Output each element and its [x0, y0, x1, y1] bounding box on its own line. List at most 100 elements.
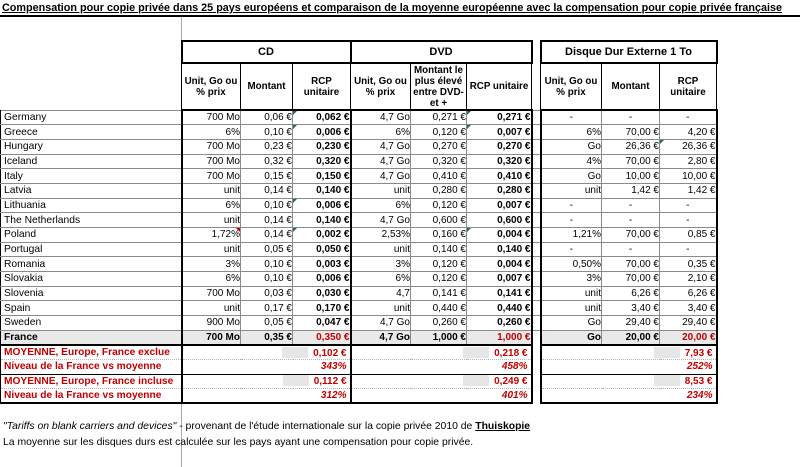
- cell-germany-cd-unit[interactable]: 700 Mo: [180, 109, 241, 126]
- cell-portugal-dvd-rcp[interactable]: 0,140 €: [466, 241, 533, 258]
- country-cell-spain[interactable]: Spain: [0, 300, 182, 317]
- cell-hungary-hdd-unit[interactable]: Go: [539, 138, 602, 155]
- summary-value-cd-2[interactable]: 343%: [180, 359, 352, 375]
- cell-slovakia-cd-amount[interactable]: 0,10 €: [240, 271, 293, 287]
- cell-romania-hdd-unit[interactable]: 0,50%: [539, 256, 602, 273]
- cell-iceland-dvd-unit[interactable]: 4,7 Go: [349, 153, 411, 170]
- cell-the-netherlands-dvd-amount[interactable]: 0,600 €: [410, 212, 467, 228]
- cell-latvia-dvd-unit[interactable]: unit: [349, 182, 411, 199]
- cell-poland-dvd-amount[interactable]: 0,160 €: [410, 227, 467, 243]
- cell-romania-cd-amount[interactable]: 0,10 €: [240, 256, 293, 273]
- cell-latvia-hdd-rcp[interactable]: 1,42 €: [659, 182, 718, 199]
- cell-iceland-cd-rcp[interactable]: 0,320 €: [292, 153, 352, 170]
- cell-italy-cd-amount[interactable]: 0,15 €: [240, 168, 293, 184]
- cell-slovenia-dvd-unit[interactable]: 4,7: [349, 285, 411, 302]
- country-cell-the-netherlands[interactable]: The Netherlands: [0, 212, 182, 228]
- cell-sweden-cd-amount[interactable]: 0,05 €: [240, 315, 293, 331]
- cell-greece-dvd-rcp[interactable]: 0,007 €: [466, 124, 533, 140]
- summary-value-hdd-1[interactable]: 7,93 €: [539, 345, 718, 361]
- cell-hungary-dvd-amount[interactable]: 0,270 €: [410, 138, 467, 155]
- cell-lithuania-dvd-rcp[interactable]: 0,007 €: [466, 197, 533, 214]
- cell-poland-cd-amount[interactable]: 0,14 €: [240, 227, 293, 243]
- cell-germany-dvd-amount[interactable]: 0,271 €: [410, 109, 467, 126]
- cell-france-dvd-unit[interactable]: 4,7 Go: [349, 329, 411, 346]
- subheader-cd-rcp[interactable]: RCP unitaire: [292, 62, 351, 111]
- cell-slovakia-cd-rcp[interactable]: 0,006 €: [292, 271, 352, 287]
- cell-lithuania-dvd-unit[interactable]: 6%: [349, 197, 411, 214]
- cell-the-netherlands-hdd-amount[interactable]: -: [601, 212, 660, 228]
- cell-romania-dvd-unit[interactable]: 3%: [349, 256, 411, 273]
- cell-iceland-hdd-rcp[interactable]: 2,80 €: [659, 153, 718, 170]
- cell-poland-cd-rcp[interactable]: 0,002 €: [292, 227, 352, 243]
- cell-portugal-dvd-unit[interactable]: unit: [349, 241, 411, 258]
- cell-the-netherlands-cd-unit[interactable]: unit: [180, 212, 241, 228]
- cell-germany-dvd-rcp[interactable]: 0,271 €: [466, 109, 533, 126]
- cell-romania-cd-rcp[interactable]: 0,003 €: [292, 256, 352, 273]
- cell-france-hdd-rcp[interactable]: 20,00 €: [659, 329, 718, 346]
- cell-lithuania-hdd-rcp[interactable]: -: [659, 197, 718, 214]
- cell-france-dvd-rcp[interactable]: 1,000 €: [466, 329, 533, 346]
- cell-portugal-cd-rcp[interactable]: 0,050 €: [292, 241, 352, 258]
- cell-romania-cd-unit[interactable]: 3%: [180, 256, 241, 273]
- cell-germany-hdd-rcp[interactable]: -: [659, 109, 718, 126]
- summary-value-dvd-1[interactable]: 0,218 €: [349, 345, 533, 361]
- cell-italy-hdd-unit[interactable]: Go: [539, 168, 602, 184]
- cell-the-netherlands-hdd-rcp[interactable]: -: [659, 212, 718, 228]
- cell-the-netherlands-dvd-rcp[interactable]: 0,600 €: [466, 212, 533, 228]
- cell-italy-dvd-rcp[interactable]: 0,410 €: [466, 168, 533, 184]
- cell-poland-dvd-unit[interactable]: 2,53%: [349, 227, 411, 243]
- group-header-cd[interactable]: CD: [180, 40, 352, 64]
- cell-spain-hdd-amount[interactable]: 3,40 €: [601, 300, 660, 317]
- country-cell-france[interactable]: France: [0, 329, 182, 346]
- subheader-cd-unit[interactable]: Unit, Go ou % prix: [181, 62, 241, 111]
- cell-iceland-cd-amount[interactable]: 0,32 €: [240, 153, 293, 170]
- cell-slovakia-cd-unit[interactable]: 6%: [180, 271, 241, 287]
- country-cell-sweden[interactable]: Sweden: [0, 315, 182, 331]
- cell-poland-cd-unit[interactable]: 1,72%: [180, 227, 241, 243]
- cell-iceland-hdd-unit[interactable]: 4%: [539, 153, 602, 170]
- cell-iceland-dvd-rcp[interactable]: 0,320 €: [466, 153, 533, 170]
- cell-romania-dvd-amount[interactable]: 0,120 €: [410, 256, 467, 273]
- cell-slovenia-dvd-amount[interactable]: 0,141 €: [410, 285, 467, 302]
- cell-latvia-cd-rcp[interactable]: 0,140 €: [292, 182, 352, 199]
- country-cell-italy[interactable]: Italy: [0, 168, 182, 184]
- country-cell-greece[interactable]: Greece: [0, 124, 182, 140]
- cell-sweden-dvd-rcp[interactable]: 0,260 €: [466, 315, 533, 331]
- cell-slovakia-hdd-amount[interactable]: 70,00 €: [601, 271, 660, 287]
- cell-lithuania-cd-rcp[interactable]: 0,006 €: [292, 197, 352, 214]
- cell-germany-hdd-unit[interactable]: -: [539, 109, 602, 126]
- cell-slovenia-cd-rcp[interactable]: 0,030 €: [292, 285, 352, 302]
- country-cell-lithuania[interactable]: Lithuania: [0, 197, 182, 214]
- cell-italy-dvd-unit[interactable]: 4,7 Go: [349, 168, 411, 184]
- summary-value-dvd-3[interactable]: 0,249 €: [349, 374, 533, 390]
- subheader-dvd-rcp[interactable]: RCP unitaire: [466, 62, 532, 111]
- cell-the-netherlands-dvd-unit[interactable]: 4,7 Go: [349, 212, 411, 228]
- country-cell-hungary[interactable]: Hungary: [0, 138, 182, 155]
- cell-slovakia-hdd-unit[interactable]: 3%: [539, 271, 602, 287]
- cell-sweden-hdd-amount[interactable]: 29,40 €: [601, 315, 660, 331]
- cell-portugal-cd-amount[interactable]: 0,05 €: [240, 241, 293, 258]
- subheader-hdd-rcp[interactable]: RCP unitaire: [659, 62, 717, 111]
- country-cell-romania[interactable]: Romania: [0, 256, 182, 273]
- cell-sweden-dvd-unit[interactable]: 4,7 Go: [349, 315, 411, 331]
- summary-value-dvd-2[interactable]: 458%: [349, 359, 533, 375]
- country-cell-iceland[interactable]: Iceland: [0, 153, 182, 170]
- cell-slovenia-dvd-rcp[interactable]: 0,141 €: [466, 285, 533, 302]
- cell-the-netherlands-hdd-unit[interactable]: -: [539, 212, 602, 228]
- cell-italy-hdd-rcp[interactable]: 10,00 €: [659, 168, 718, 184]
- cell-france-hdd-unit[interactable]: Go: [539, 329, 602, 346]
- summary-value-dvd-4[interactable]: 401%: [349, 388, 533, 405]
- cell-hungary-dvd-rcp[interactable]: 0,270 €: [466, 138, 533, 155]
- cell-romania-hdd-amount[interactable]: 70,00 €: [601, 256, 660, 273]
- cell-italy-cd-unit[interactable]: 700 Mo: [180, 168, 241, 184]
- country-cell-slovakia[interactable]: Slovakia: [0, 271, 182, 287]
- cell-france-cd-unit[interactable]: 700 Mo: [180, 329, 241, 346]
- cell-greece-cd-amount[interactable]: 0,10 €: [240, 124, 293, 140]
- cell-france-hdd-amount[interactable]: 20,00 €: [601, 329, 660, 346]
- cell-the-netherlands-cd-rcp[interactable]: 0,140 €: [292, 212, 352, 228]
- cell-sweden-hdd-unit[interactable]: Go: [539, 315, 602, 331]
- cell-slovakia-hdd-rcp[interactable]: 2,10 €: [659, 271, 718, 287]
- cell-hungary-hdd-amount[interactable]: 26,36 €: [601, 138, 660, 155]
- cell-portugal-hdd-rcp[interactable]: -: [659, 241, 718, 258]
- summary-value-hdd-3[interactable]: 8,53 €: [539, 374, 718, 390]
